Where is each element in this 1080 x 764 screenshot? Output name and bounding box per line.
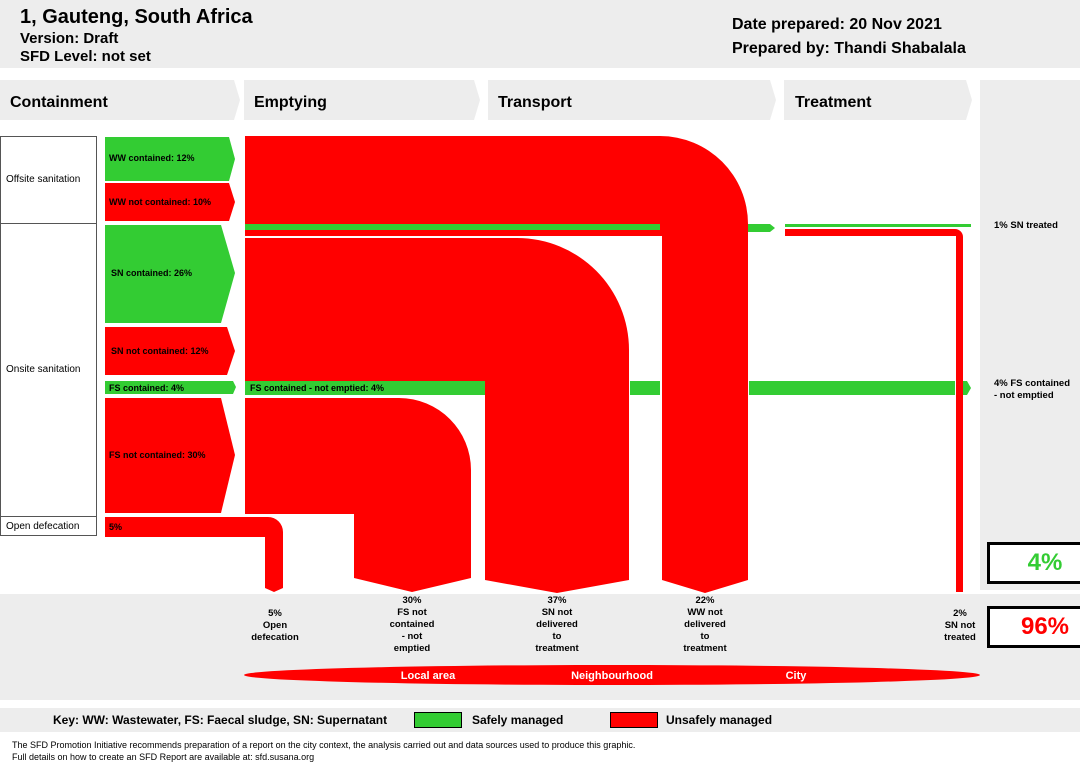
stage-treatment [784, 80, 972, 120]
stage-label-transport: Transport [498, 94, 572, 111]
stage-label-containment: Containment [10, 94, 108, 111]
bottom-ww-l3: to [700, 631, 710, 642]
label-fs-not-emptied-right-1: 4% FS contained [994, 378, 1071, 389]
bottom-open-l1: Open [262, 620, 288, 631]
footer-line-2: Full details on how to create an SFD Rep… [12, 752, 315, 762]
sfd-level-text: SFD Level: not set [20, 48, 151, 65]
flow-open-defecation [105, 517, 283, 592]
bottom-label-open: 5% Open defecation [240, 608, 310, 644]
total-safe: 4% [987, 542, 1080, 584]
date-prepared: Date prepared: 20 Nov 2021 [732, 16, 942, 33]
bottom-fs-l1: FS not [397, 607, 427, 618]
category-box-offsite [0, 136, 97, 224]
flow-fs-not-emptied-arrow [963, 381, 971, 395]
flow-fs-not-emptied-right [749, 381, 955, 395]
bottom-label-ww: 22% WW not delivered to treatment [670, 595, 740, 655]
bottom-ww-l1: WW not [687, 607, 723, 618]
key-safe-swatch [414, 712, 462, 728]
flow-sn-treated-line [785, 224, 971, 227]
bottom-sn-pct: 37% [547, 595, 567, 606]
key-text: Key: WW: Wastewater, FS: Faecal sludge, … [53, 713, 388, 727]
flow-sn-not-treated [785, 229, 963, 592]
stage-transport [488, 80, 776, 120]
flow-fs-not-emptied [245, 381, 485, 395]
bottom-fs-pct: 30% [402, 595, 422, 606]
bottom-sn-l3: to [552, 631, 562, 642]
label-fs-not-emptied: FS contained - not emptied: 4% [250, 383, 384, 393]
flow-ww-treated-line [245, 224, 660, 230]
label-sn-contained: SN contained: 26% [111, 268, 192, 278]
stage-label-emptying: Emptying [254, 94, 327, 111]
flow-ww-red-line [245, 231, 660, 234]
flow-fs-contained [105, 381, 236, 394]
stage-containment [0, 80, 240, 120]
bottom-label-sn-not-treated: 2% SN not treated [925, 608, 995, 644]
label-ww-contained: WW contained: 12% [109, 153, 195, 163]
bottom-sn-l4: treatment [535, 643, 579, 654]
category-box-open [0, 516, 97, 536]
page-title: 1, Gauteng, South Africa [20, 6, 253, 28]
flow-fs-not-emptied-mid [630, 381, 660, 395]
sfd-diagram: Containment Emptying Transport Treatment… [0, 80, 1080, 700]
flow-ww-contained [105, 137, 235, 181]
label-open-defecation: 5% [109, 522, 122, 532]
footer-line-1: The SFD Promotion Initiative recommends … [12, 740, 636, 750]
key-unsafe-swatch [610, 712, 658, 728]
flow-sn-not-delivered [245, 238, 629, 593]
bottom-open-pct: 5% [268, 608, 282, 619]
flow-ww-not-contained [105, 183, 235, 221]
prepared-by: Prepared by: Thandi Shabalala [732, 40, 966, 57]
bottom-label-fs: 30% FS not contained - not emptied [377, 595, 447, 655]
label-fs-not-contained: FS not contained: 30% [109, 450, 206, 460]
stage-emptying [244, 80, 480, 120]
category-box-onsite [0, 223, 97, 517]
label-sn-treated: 1% SN treated [994, 220, 1058, 231]
label-ww-not-contained: WW not contained: 10% [109, 197, 211, 207]
category-open: Open defecation [6, 521, 80, 532]
bottom-snnt-l2: treated [944, 632, 976, 643]
flow-ww-green-arrow [748, 224, 775, 232]
bottom-fs-l2: contained [389, 619, 435, 630]
bottom-sn-l1: SN not [541, 607, 573, 618]
area-city: City [786, 670, 808, 682]
version-text: Version: Draft [20, 30, 119, 47]
bottom-sn-l2: delivered [536, 619, 578, 630]
category-onsite: Onsite sanitation [6, 364, 81, 375]
bottom-label-sn: 37% SN not delivered to treatment [522, 595, 592, 655]
bottom-snnt-l1: SN not [944, 620, 976, 631]
total-unsafe: 96% [987, 606, 1080, 648]
bottom-open-l2: defecation [251, 632, 299, 643]
flow-sn-contained [105, 225, 235, 323]
area-local: Local area [401, 670, 456, 682]
bottom-ww-pct: 22% [695, 595, 715, 606]
key-bar: Key: WW: Wastewater, FS: Faecal sludge, … [0, 708, 1080, 732]
key-safe-label: Safely managed [472, 713, 564, 727]
area-neighbourhood: Neighbourhood [571, 670, 653, 682]
label-sn-not-contained: SN not contained: 12% [111, 346, 209, 356]
header: 1, Gauteng, South Africa Version: Draft … [0, 0, 1080, 68]
bottom-snnt-pct: 2% [953, 608, 967, 619]
key-unsafe-label: Unsafely managed [666, 713, 773, 727]
right-panel [980, 80, 1080, 590]
label-fs-not-emptied-right-2: - not emptied [994, 390, 1054, 401]
flow-fs-not-contained [105, 398, 235, 513]
bottom-fs-l4: emptied [393, 643, 431, 654]
stage-label-treatment: Treatment [795, 94, 872, 111]
area-ellipse [244, 665, 980, 685]
bottom-ww-l2: delivered [684, 619, 726, 630]
label-fs-contained: FS contained: 4% [109, 383, 184, 393]
category-offsite: Offsite sanitation [6, 174, 81, 185]
flow-fs-not-emptied-unsafe [245, 398, 471, 592]
bottom-fs-l3: - not [401, 631, 423, 642]
flow-sn-not-contained [105, 327, 235, 375]
bottom-ww-l4: treatment [683, 643, 727, 654]
